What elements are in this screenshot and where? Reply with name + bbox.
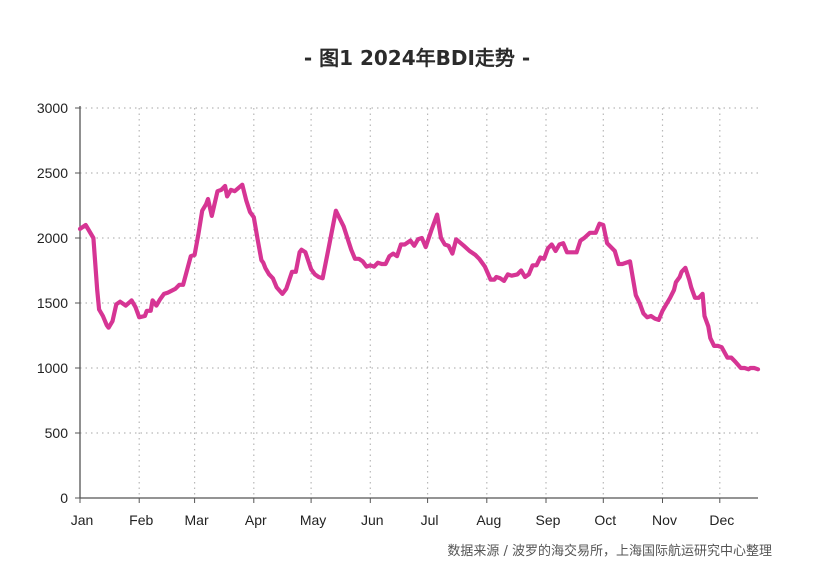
y-tick-label: 1500 <box>37 295 68 311</box>
source-note: 数据来源 / 波罗的海交易所，上海国际航运研究中心整理 <box>447 544 772 559</box>
x-tick-label: May <box>300 512 326 528</box>
gridlines <box>80 107 758 498</box>
axes <box>75 106 758 503</box>
y-tick-label: 0 <box>60 490 68 506</box>
x-tick-label: Nov <box>652 512 677 528</box>
y-tick-label: 500 <box>45 425 69 441</box>
y-tick-label: 2000 <box>37 230 68 246</box>
bdi-series-line <box>77 182 761 372</box>
x-tick-label: Dec <box>709 512 734 528</box>
y-tick-label: 1000 <box>37 360 68 376</box>
x-tick-label: Jun <box>361 512 384 528</box>
chart-title: - 图1 2024年BDI走势 - <box>303 46 531 70</box>
y-tick-label: 2500 <box>37 165 68 181</box>
x-tick-label: Feb <box>129 512 153 528</box>
series-layer <box>77 182 761 372</box>
y-tick-label: 3000 <box>37 100 68 116</box>
x-tick-label: Apr <box>245 512 267 528</box>
x-tick-label: Aug <box>476 512 501 528</box>
x-tick-label: Jul <box>421 512 439 528</box>
tick-labels: 0 500 1000 1500 2000 2500 3000 Jan Feb Mar Apr May J… <box>37 100 734 528</box>
x-tick-label: Mar <box>185 512 209 528</box>
x-tick-label: Oct <box>594 512 616 528</box>
x-tick-label: Sep <box>536 512 561 528</box>
x-tick-label: Jan <box>71 512 94 528</box>
